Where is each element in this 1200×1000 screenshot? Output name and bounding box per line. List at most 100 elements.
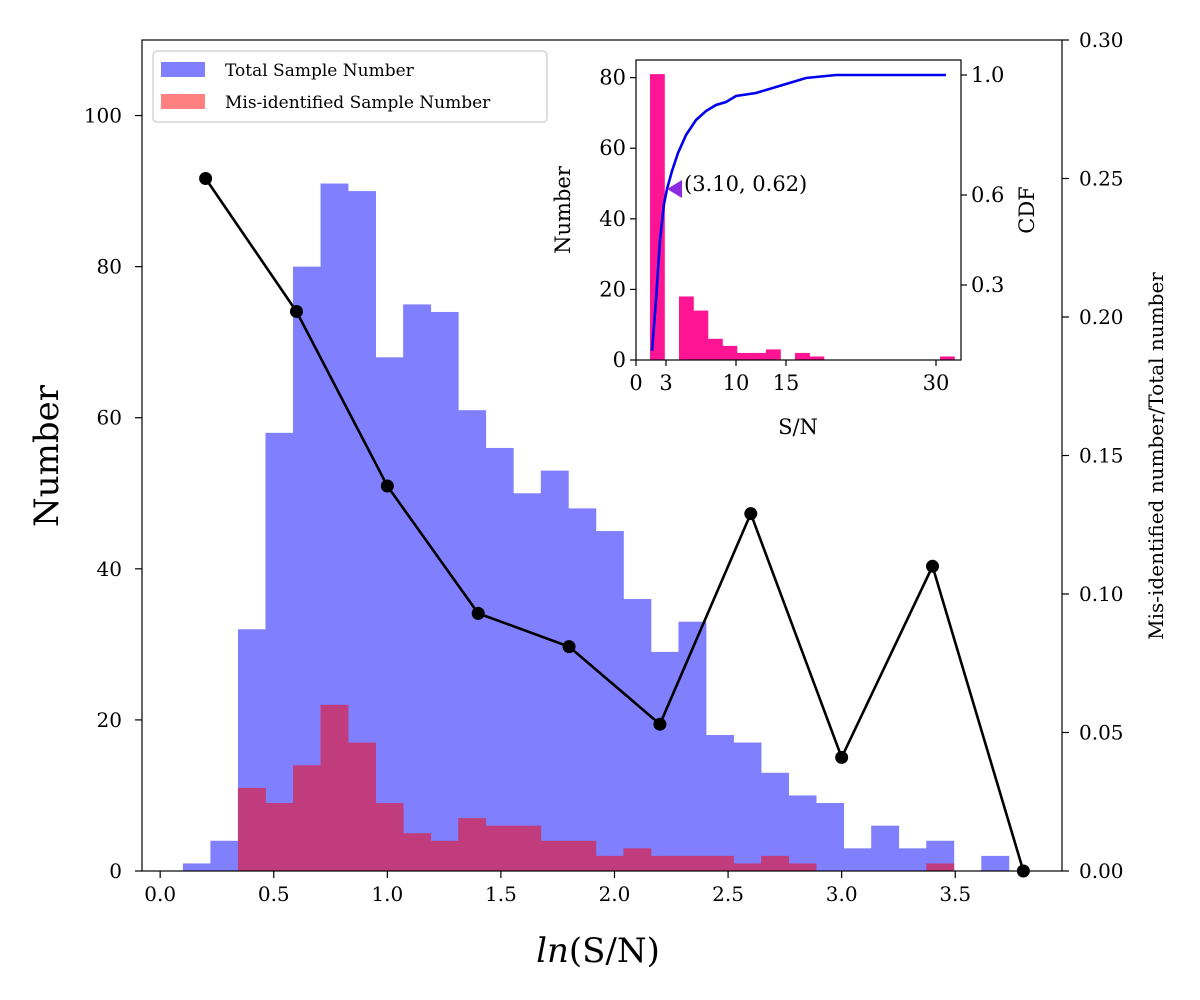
legend: Total Sample Number Mis-identified Sampl…: [152, 50, 548, 123]
inset-cdf-line: [650, 73, 946, 352]
misidentified-bar: [403, 833, 432, 871]
inset-plot-frame: [635, 59, 962, 361]
main-y-axis: 0 20 40 60 80 100: [84, 104, 142, 883]
inset-x-tick-label: 10: [723, 371, 750, 395]
misidentified-bar: [568, 840, 597, 871]
misidentified-bar: [513, 825, 542, 871]
inset-ylabel-right: CDF: [1015, 186, 1039, 233]
inset-bar: [650, 74, 665, 360]
inset-y-tick-label: 40: [599, 207, 626, 231]
x-tick-label: 3.0: [826, 882, 858, 906]
inset-bar: [679, 296, 694, 360]
total-bar: [430, 311, 459, 871]
misidentified-bar: [733, 863, 762, 871]
misidentified-bar: [788, 863, 817, 871]
misidentified-bar: [485, 825, 514, 871]
legend-label-total: Total Sample Number: [225, 61, 415, 81]
total-bar: [871, 825, 900, 871]
ratio-point: [471, 606, 485, 620]
inset-bar: [940, 356, 955, 360]
inset-bar: [722, 345, 738, 360]
inset-y-right-tick-label: 0.6: [971, 183, 1004, 207]
inset-bar: [809, 356, 825, 360]
misidentified-bar: [375, 803, 404, 871]
misidentified-bar: [458, 818, 487, 871]
total-bar: [540, 470, 569, 871]
cdf-marker: [667, 180, 682, 198]
y-tick-label: 80: [97, 255, 122, 279]
x-tick-label: 0.0: [144, 882, 176, 906]
total-bar: [623, 599, 652, 871]
ratio-point: [562, 640, 576, 654]
ratio-point: [926, 559, 940, 573]
misidentified-bar: [348, 742, 377, 871]
total-bar: [375, 357, 404, 872]
ratio-line-path: [204, 177, 1025, 872]
inset-x-tick-label: 15: [773, 371, 800, 395]
inset-bar: [766, 349, 781, 360]
inset-bar: [795, 352, 810, 360]
total-bar: [650, 651, 679, 871]
inset-x-axis: 0 3 10 15 30: [629, 360, 949, 395]
y-right-tick-label: 0.15: [1079, 444, 1124, 468]
y-tick-label: 40: [97, 557, 122, 581]
misidentified-bar: [265, 803, 294, 871]
inset-x-tick-label: 3: [659, 371, 672, 395]
inset-annotation: (3.10, 0.62): [684, 172, 807, 196]
misidentified-bar: [761, 855, 789, 871]
total-bar: [513, 493, 542, 871]
total-bar: [705, 735, 734, 871]
total-bar: [568, 508, 597, 871]
x-tick-label: 1.0: [371, 882, 403, 906]
total-bar: [843, 848, 872, 871]
misidentified-bar: [705, 855, 734, 871]
misidentified-bar: [320, 704, 349, 871]
cdf-path: [650, 73, 946, 352]
legend-box: [152, 50, 548, 123]
y-tick-label: 0: [109, 859, 122, 883]
y-right-tick-label: 0.20: [1079, 305, 1124, 329]
inset-x-tick-label: 0: [629, 371, 642, 395]
inset-y-tick-label: 80: [599, 66, 626, 90]
total-bar: [788, 795, 817, 871]
misidentified-bar: [430, 840, 459, 871]
total-bar: [595, 531, 624, 871]
total-bar: [182, 863, 211, 871]
total-bar: [733, 742, 762, 871]
misidentified-bar: [650, 855, 679, 871]
legend-swatch-total: [161, 62, 205, 77]
inset-y-tick-label: 20: [599, 277, 626, 301]
misidentified-bar: [926, 863, 955, 871]
total-bar: [403, 304, 432, 872]
inset-ylabel: Number: [551, 165, 575, 254]
misidentified-bar: [540, 840, 569, 871]
inset-histogram: [650, 74, 955, 360]
ratio-point: [653, 717, 667, 731]
inset-bar: [751, 352, 767, 360]
inset-y-tick-label: 0: [613, 348, 626, 372]
x-tick-label: 2.5: [712, 882, 744, 906]
ratio-point: [289, 304, 303, 318]
y-right-tick-label: 0.30: [1079, 28, 1124, 52]
total-bar: [898, 848, 927, 871]
legend-swatch-misidentified: [161, 94, 205, 109]
total-bar: [210, 840, 239, 871]
inset-xlabel: S/N: [778, 415, 818, 439]
inset-y-right-tick-label: 0.3: [971, 273, 1004, 297]
inset-y-right-tick-label: 1.0: [971, 63, 1004, 87]
main-ylabel: Number: [27, 384, 67, 527]
main-xlabel-rest: (S/N): [569, 931, 660, 971]
x-tick-label: 3.5: [939, 882, 971, 906]
main-histogram-misidentified: [237, 704, 955, 871]
y-right-tick-label: 0.10: [1079, 582, 1124, 606]
misidentified-bar: [595, 855, 624, 871]
legend-label-misidentified: Mis-identified Sample Number: [225, 93, 491, 113]
inset-bar: [737, 352, 752, 360]
y-right-tick-label: 0.05: [1079, 721, 1124, 745]
main-xlabel: ln(S/N): [536, 931, 660, 971]
y-tick-label: 20: [97, 708, 122, 732]
ratio-point: [380, 479, 394, 493]
total-bar: [761, 772, 789, 871]
y-right-tick-label: 0.00: [1079, 859, 1124, 883]
inset-y-tick-label: 60: [599, 136, 626, 160]
